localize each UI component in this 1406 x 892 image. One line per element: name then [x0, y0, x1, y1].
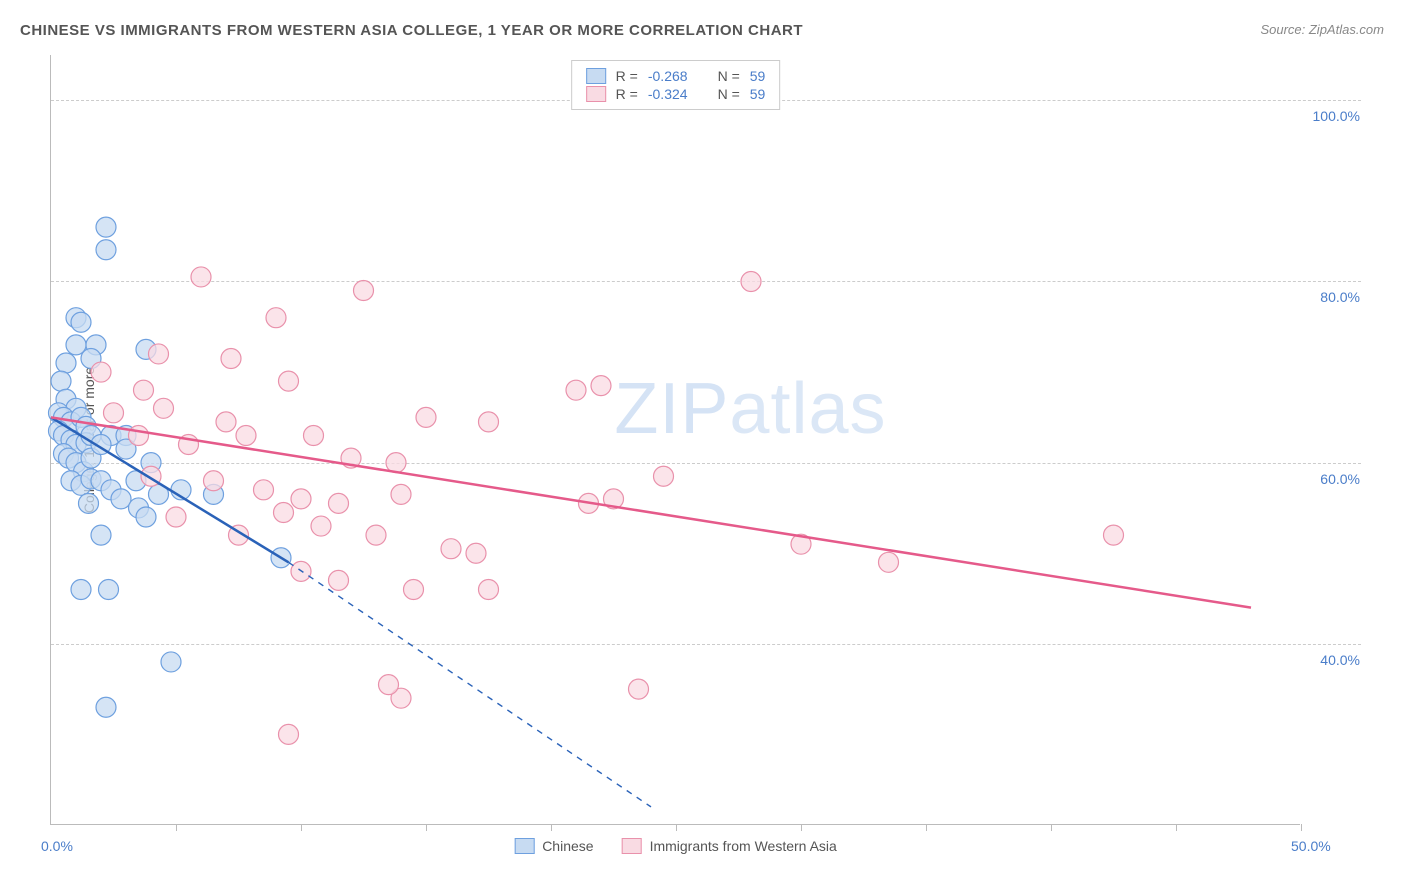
scatter-point	[466, 543, 486, 563]
scatter-point	[161, 652, 181, 672]
scatter-point	[56, 353, 76, 373]
chart-container: CHINESE VS IMMIGRANTS FROM WESTERN ASIA …	[0, 0, 1406, 892]
x-tick	[1301, 824, 1302, 831]
scatter-point	[149, 344, 169, 364]
scatter-point	[134, 380, 154, 400]
scatter-point	[279, 724, 299, 744]
scatter-point	[154, 398, 174, 418]
x-tick	[926, 824, 927, 831]
scatter-point	[479, 579, 499, 599]
scatter-point	[71, 579, 91, 599]
n-label-1: N =	[718, 86, 740, 102]
scatter-point	[204, 471, 224, 491]
chart-title: CHINESE VS IMMIGRANTS FROM WESTERN ASIA …	[20, 22, 803, 39]
legend-swatch-chinese	[586, 68, 606, 84]
scatter-point	[254, 480, 274, 500]
r-label-0: R =	[616, 68, 638, 84]
scatter-point	[441, 539, 461, 559]
n-value-1: 59	[750, 86, 766, 102]
scatter-point	[166, 507, 186, 527]
scatter-point	[236, 425, 256, 445]
scatter-point	[386, 453, 406, 473]
trend-line	[51, 417, 1251, 607]
scatter-point	[129, 425, 149, 445]
scatter-point	[379, 675, 399, 695]
scatter-point	[311, 516, 331, 536]
legend-row-western-asia: R = -0.324 N = 59	[586, 85, 766, 103]
scatter-point	[274, 502, 294, 522]
scatter-point	[329, 493, 349, 513]
scatter-point	[191, 267, 211, 287]
source-name: ZipAtlas.com	[1309, 22, 1384, 37]
scatter-point	[51, 371, 71, 391]
y-tick-label: 60.0%	[1320, 471, 1360, 487]
scatter-point	[591, 376, 611, 396]
scatter-point	[1104, 525, 1124, 545]
legend-series: Chinese Immigrants from Western Asia	[514, 838, 837, 854]
scatter-point	[96, 240, 116, 260]
legend-correlation: R = -0.268 N = 59 R = -0.324 N = 59	[571, 60, 781, 110]
x-tick-label: 0.0%	[41, 838, 73, 854]
scatter-point	[304, 425, 324, 445]
scatter-point	[99, 579, 119, 599]
legend-row-chinese: R = -0.268 N = 59	[586, 67, 766, 85]
scatter-point	[391, 484, 411, 504]
scatter-point	[879, 552, 899, 572]
x-tick	[176, 824, 177, 831]
scatter-point	[104, 403, 124, 423]
scatter-point	[111, 489, 131, 509]
legend-label-western-asia: Immigrants from Western Asia	[650, 838, 837, 854]
r-label-1: R =	[616, 86, 638, 102]
x-tick	[801, 824, 802, 831]
legend-label-chinese: Chinese	[542, 838, 593, 854]
legend-item-chinese: Chinese	[514, 838, 593, 854]
x-tick	[301, 824, 302, 831]
x-tick	[1051, 824, 1052, 831]
scatter-point	[291, 489, 311, 509]
scatter-point	[279, 371, 299, 391]
scatter-point	[266, 308, 286, 328]
y-tick-label: 40.0%	[1320, 652, 1360, 668]
scatter-point	[404, 579, 424, 599]
n-label-0: N =	[718, 68, 740, 84]
scatter-point	[629, 679, 649, 699]
r-value-1: -0.324	[648, 86, 688, 102]
scatter-point	[479, 412, 499, 432]
legend-swatch-bottom-chinese	[514, 838, 534, 854]
scatter-point	[96, 697, 116, 717]
source-attribution: Source: ZipAtlas.com	[1260, 22, 1384, 37]
x-tick	[426, 824, 427, 831]
scatter-point	[741, 271, 761, 291]
scatter-point	[654, 466, 674, 486]
scatter-point	[566, 380, 586, 400]
scatter-point	[91, 525, 111, 545]
scatter-point	[221, 348, 241, 368]
y-tick-label: 80.0%	[1320, 289, 1360, 305]
scatter-point	[96, 217, 116, 237]
scatter-point	[416, 407, 436, 427]
plot-area: College, 1 year or more ZIPatlas 40.0%60…	[50, 55, 1300, 825]
scatter-point	[329, 570, 349, 590]
trend-line-extrapolated	[289, 562, 652, 807]
scatter-point	[366, 525, 386, 545]
scatter-point	[354, 281, 374, 301]
source-label: Source:	[1260, 22, 1308, 37]
x-tick-label: 50.0%	[1291, 838, 1331, 854]
n-value-0: 59	[750, 68, 766, 84]
scatter-point	[216, 412, 236, 432]
x-tick	[676, 824, 677, 831]
scatter-point	[136, 507, 156, 527]
y-tick-label: 100.0%	[1313, 108, 1360, 124]
r-value-0: -0.268	[648, 68, 688, 84]
legend-item-western-asia: Immigrants from Western Asia	[622, 838, 837, 854]
scatter-point	[71, 312, 91, 332]
plot-svg	[51, 55, 1300, 824]
legend-swatch-western-asia	[586, 86, 606, 102]
scatter-point	[91, 362, 111, 382]
scatter-point	[79, 493, 99, 513]
legend-swatch-bottom-western-asia	[622, 838, 642, 854]
x-tick	[1176, 824, 1177, 831]
x-tick	[551, 824, 552, 831]
